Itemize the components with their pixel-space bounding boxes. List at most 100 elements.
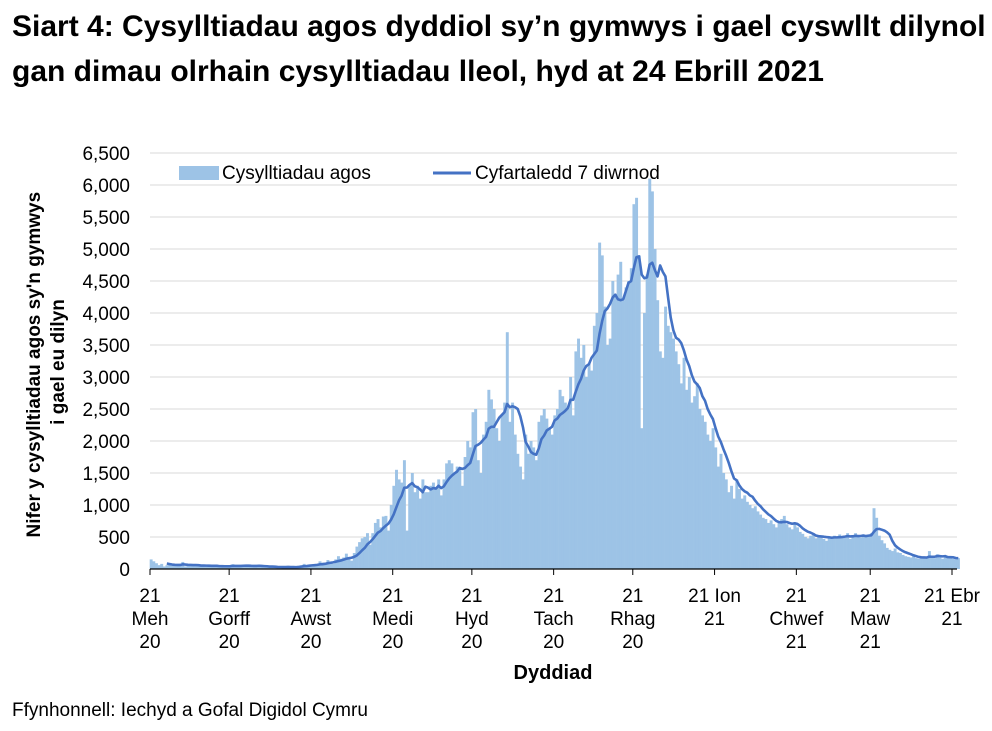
bar	[767, 522, 770, 569]
bar	[368, 544, 372, 569]
x-tick-label-line: 21 Ebr	[924, 586, 981, 607]
bar	[223, 566, 227, 569]
bar	[460, 485, 464, 569]
x-tick-label-line: 21	[300, 586, 321, 607]
bar	[772, 524, 776, 569]
bar	[239, 566, 243, 569]
x-tick-label: 21 Maw 21	[850, 586, 890, 653]
bar	[943, 556, 947, 569]
bar	[402, 460, 406, 569]
bar	[392, 485, 396, 569]
bar	[431, 482, 435, 569]
y-axis-label: Nifer y cysylltiadau agos sy'n gymwys i …	[24, 187, 69, 538]
bar	[851, 535, 855, 569]
bar	[679, 383, 683, 569]
bar	[162, 566, 166, 569]
bar	[848, 538, 852, 569]
bar	[912, 556, 916, 569]
bar	[927, 551, 931, 569]
bar	[263, 566, 267, 569]
x-tick-label-line: 21	[704, 609, 725, 630]
bar	[186, 565, 190, 569]
bar	[827, 537, 831, 569]
bar	[703, 421, 707, 569]
bar	[537, 421, 541, 569]
bar	[569, 377, 573, 569]
bar	[524, 434, 528, 569]
bar	[917, 558, 921, 569]
bar	[548, 428, 551, 569]
bar	[840, 538, 844, 569]
x-tick-label-line: 21	[941, 609, 962, 630]
bar	[453, 473, 457, 569]
bar	[521, 479, 525, 569]
bar	[653, 249, 657, 569]
bar	[629, 268, 633, 569]
bar	[363, 537, 367, 569]
bar	[413, 492, 417, 569]
bar	[553, 415, 557, 569]
bar	[614, 293, 617, 569]
bar	[759, 514, 763, 569]
bar	[698, 409, 702, 569]
bar	[384, 515, 388, 569]
x-tick-label: 21 Hyd 20	[455, 586, 489, 653]
bar	[242, 565, 245, 569]
bar	[326, 560, 330, 569]
bar	[674, 351, 678, 569]
y-tick-label: 3,500	[82, 336, 130, 357]
bar	[756, 511, 760, 569]
bar	[951, 558, 955, 569]
x-tick-label-line: 21	[382, 586, 403, 607]
bar	[872, 508, 876, 569]
bar	[550, 434, 554, 569]
bar	[740, 498, 744, 569]
x-tick-label-line: Tach	[534, 609, 574, 630]
bar	[672, 338, 675, 569]
bar	[495, 428, 499, 569]
bar	[716, 466, 720, 569]
bar	[358, 542, 362, 569]
bar	[883, 543, 887, 569]
bar	[606, 345, 610, 569]
bar	[205, 565, 209, 569]
bar	[621, 300, 625, 569]
bar	[584, 377, 588, 569]
bar	[777, 522, 781, 569]
x-tick-label-line: 21	[622, 586, 643, 607]
bar	[635, 197, 639, 570]
bar	[236, 566, 240, 569]
bar	[490, 399, 493, 569]
bar	[579, 357, 583, 569]
bar	[748, 505, 752, 569]
bar	[471, 412, 475, 569]
bar	[329, 561, 333, 569]
y-tick-label: 3,000	[82, 368, 130, 389]
bar	[439, 495, 443, 569]
bar	[379, 527, 383, 569]
bar	[474, 409, 478, 569]
bar	[426, 492, 430, 569]
bar	[788, 527, 792, 569]
y-tick-label: 5,000	[82, 240, 130, 261]
x-tick-label-line: 20	[382, 632, 403, 653]
bar	[859, 537, 863, 569]
bar	[798, 531, 802, 569]
bar	[437, 479, 441, 569]
source-note: Ffynhonnell: Iechyd a Gofal Digidol Cymr…	[12, 700, 368, 721]
bar	[355, 546, 359, 569]
bar	[727, 492, 731, 569]
bar	[627, 281, 631, 569]
bar	[582, 345, 586, 569]
bar	[500, 415, 504, 569]
bar	[685, 389, 689, 569]
bar	[682, 357, 686, 569]
bar	[669, 332, 673, 569]
bar	[408, 485, 412, 569]
bar	[154, 563, 158, 569]
bar	[323, 563, 327, 569]
bar	[257, 565, 261, 569]
y-axis-ticks: 0 500 1,000 1,500 2,000 2,500 3,000 3,500 4,000 4…	[82, 144, 130, 581]
bar	[234, 565, 238, 569]
bar	[946, 558, 950, 569]
